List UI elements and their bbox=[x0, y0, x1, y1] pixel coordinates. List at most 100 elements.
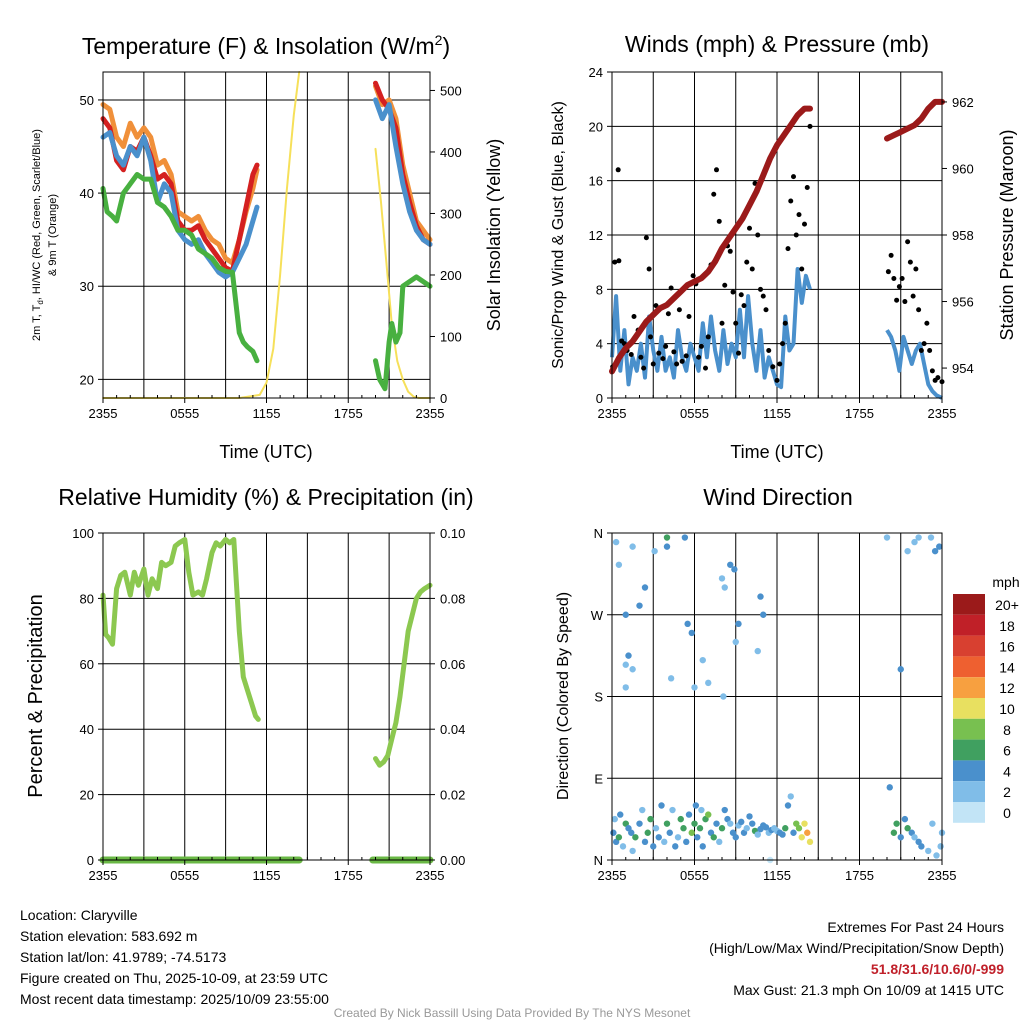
temp-xtick-label: 1155 bbox=[253, 406, 281, 421]
gust-point bbox=[646, 266, 652, 272]
direction-point bbox=[684, 620, 691, 628]
direction-point bbox=[927, 534, 935, 541]
wind-direction-title: Wind Direction bbox=[703, 484, 853, 510]
gust-point bbox=[796, 212, 802, 218]
direction-point bbox=[699, 843, 706, 850]
pressure-line bbox=[609, 105, 813, 375]
colorbar-label: 10 bbox=[999, 701, 1015, 717]
direction-point bbox=[718, 825, 726, 832]
gust-point bbox=[896, 284, 902, 290]
gust-point bbox=[785, 246, 791, 252]
gust-point bbox=[929, 368, 935, 374]
temp-y2tick-label: 500 bbox=[440, 83, 462, 98]
rh-xtick-label: 2355 bbox=[416, 868, 445, 883]
temp-y2tick-label: 0 bbox=[440, 391, 447, 406]
max-gust: Max Gust: 21.3 mph On 10/09 at 1415 UTC bbox=[733, 982, 1004, 998]
colorbar-label: 0 bbox=[1003, 805, 1011, 821]
direction-point bbox=[782, 825, 789, 832]
wind-xtick-label: 0555 bbox=[680, 406, 709, 421]
colorbar-label: 20+ bbox=[995, 597, 1019, 613]
direction-point bbox=[615, 834, 623, 841]
direction-point bbox=[931, 547, 939, 555]
temp-ytick-label: 40 bbox=[80, 186, 94, 201]
rh-ytick-label: 80 bbox=[80, 591, 94, 606]
direction-point bbox=[694, 834, 701, 841]
temp-y2tick-label: 200 bbox=[440, 268, 462, 283]
direction-point bbox=[779, 831, 786, 838]
gust-point bbox=[690, 273, 696, 279]
direction-point bbox=[710, 834, 717, 841]
temp-ytick-label: 30 bbox=[80, 279, 94, 294]
direction-point bbox=[936, 543, 943, 550]
temp-ytick-label: 20 bbox=[80, 372, 94, 387]
scarlet-blue-hi-wc-line bbox=[100, 130, 260, 280]
direction-point bbox=[933, 852, 940, 859]
direction-point bbox=[629, 666, 636, 673]
rh-xtick-label: 2355 bbox=[89, 868, 118, 883]
wind-direction-panel: Wind Direction 2355 0555 1155 1755 2355NESWN… bbox=[555, 484, 1020, 883]
direction-point bbox=[705, 811, 712, 818]
gust-point bbox=[924, 320, 930, 326]
direction-point bbox=[738, 818, 745, 826]
direction-point bbox=[911, 538, 918, 546]
humidity-panel: Relative Humidity (%) & Precipitation (i… bbox=[25, 484, 474, 883]
direction-point bbox=[629, 543, 636, 550]
wind-direction-ylabel: Direction (Colored By Speed) bbox=[555, 592, 572, 800]
direction-point bbox=[698, 806, 705, 814]
gust-point bbox=[683, 353, 689, 359]
wdir-ytick-label: S bbox=[594, 690, 603, 705]
colorbar-swatch bbox=[953, 594, 985, 615]
humidity-ylabel: Percent & Precipitation bbox=[25, 594, 47, 797]
colorbar-label: 4 bbox=[1003, 763, 1011, 779]
scarlet-blue-hi-wc-evening-line bbox=[373, 97, 433, 247]
gust-point bbox=[788, 198, 794, 204]
direction-point bbox=[727, 561, 734, 568]
rh-ytick-label: 60 bbox=[80, 657, 94, 672]
colorbar-label: 14 bbox=[999, 659, 1015, 675]
gust-point bbox=[910, 293, 916, 299]
wdir-xtick-label: 2355 bbox=[928, 868, 957, 883]
insolation-ylabel: Solar Insolation (Yellow) bbox=[484, 139, 504, 331]
gust-point bbox=[671, 349, 677, 355]
temp-ytick-label: 50 bbox=[80, 93, 94, 108]
direction-point bbox=[732, 638, 739, 646]
direction-point bbox=[754, 647, 761, 655]
direction-point bbox=[622, 661, 629, 668]
direction-point bbox=[731, 566, 738, 573]
direction-point bbox=[655, 834, 662, 841]
gust-point bbox=[913, 266, 919, 272]
gust-point bbox=[899, 275, 905, 281]
direction-point bbox=[904, 547, 911, 555]
gust-point bbox=[696, 354, 702, 360]
gust-point bbox=[891, 275, 897, 281]
direction-point bbox=[666, 829, 673, 836]
direction-point bbox=[795, 825, 803, 832]
direction-point bbox=[696, 825, 704, 832]
gust-point bbox=[780, 341, 785, 347]
direction-point bbox=[639, 806, 646, 814]
colorbar-label: 2 bbox=[1003, 784, 1011, 800]
temp-y2tick-label: 300 bbox=[440, 206, 462, 221]
direction-point bbox=[674, 834, 682, 841]
wind-xtick-label: 2355 bbox=[598, 406, 627, 421]
gust-point bbox=[733, 320, 739, 326]
wind-y2tick-label: 954 bbox=[952, 361, 974, 376]
red-2m-t-evening-line bbox=[373, 80, 433, 247]
wind-y2tick-label: 956 bbox=[952, 295, 974, 310]
winds-panel: Winds (mph) & Pressure (mb) 2355 0555 1155… bbox=[550, 31, 1017, 462]
direction-point bbox=[610, 829, 617, 836]
gust-point bbox=[774, 377, 780, 383]
direction-point bbox=[651, 547, 658, 555]
wind-ytick-label: 12 bbox=[589, 228, 603, 243]
direction-point bbox=[641, 584, 649, 591]
gust-point bbox=[894, 297, 900, 303]
winds-xlabel: Time (UTC) bbox=[730, 442, 823, 462]
direction-point bbox=[661, 838, 668, 846]
direction-point bbox=[790, 829, 797, 836]
gust-point bbox=[744, 259, 750, 265]
rh-ytick-label: 0 bbox=[87, 853, 94, 868]
direction-point bbox=[897, 834, 904, 841]
rh-ytick-label: 100 bbox=[72, 526, 94, 541]
gust-point bbox=[616, 258, 622, 264]
